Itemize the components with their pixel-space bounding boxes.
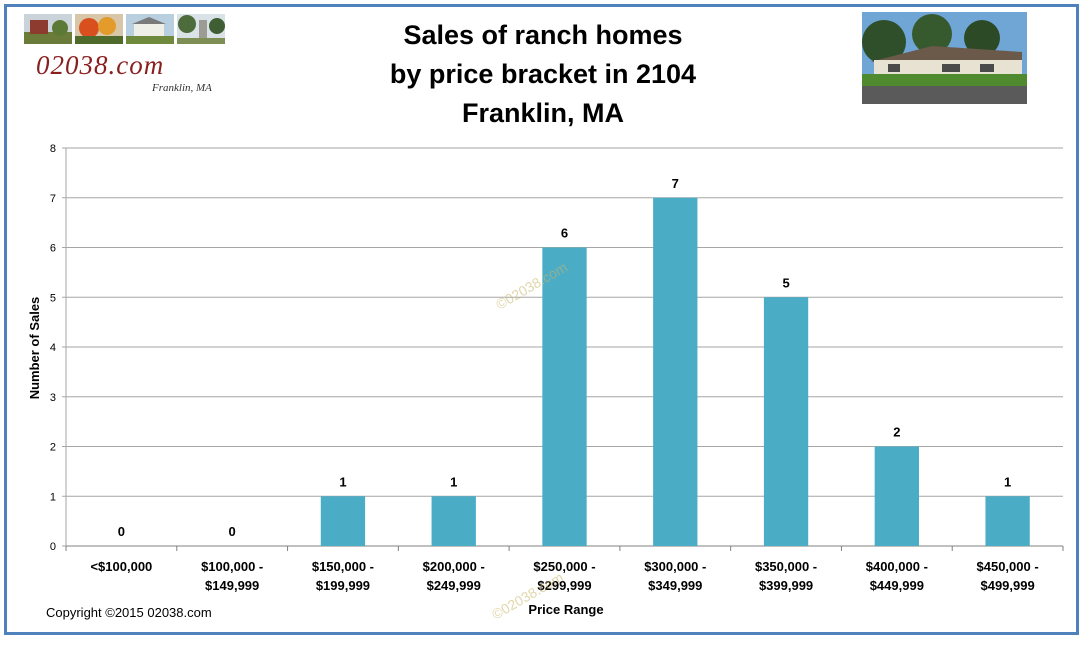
bar-5 [653,197,698,546]
data-label-3: 1 [450,474,457,489]
bar-4 [542,247,587,546]
bar-6 [763,297,809,546]
x-tick-label-5-line-1: $349,999 [648,578,702,593]
logo-photo-3 [126,14,174,44]
x-tick-label-2-line-0: $150,000 - [312,559,374,574]
y-tick-label-8: 8 [50,143,56,155]
data-label-8: 1 [1004,474,1011,489]
x-tick-label-7-line-1: $449,999 [870,578,924,593]
logo-subtext: Franklin, MA [152,82,212,94]
logo-photo-2 [75,14,123,44]
x-tick-label-1-line-1: $149,999 [205,578,259,593]
y-axis-label: Number of Sales [27,297,42,400]
bar-2 [320,496,366,546]
y-tick-label-2: 2 [50,442,56,454]
x-tick-label-0-line-0: <$100,000 [90,559,152,574]
logo-photo-strip [24,14,229,44]
logo-photo-1 [24,14,72,44]
bar-3 [431,496,476,546]
bar-8 [985,496,1030,546]
x-tick-label-2-line-1: $199,999 [316,578,370,593]
data-label-6: 5 [782,275,789,290]
bar-7 [874,446,919,546]
y-tick-label-7: 7 [50,193,56,205]
x-tick-label-6-line-1: $399,999 [759,578,813,593]
data-label-0: 0 [118,524,125,539]
data-label-4: 6 [561,226,568,241]
x-tick-label-4-line-1: $299,999 [537,578,591,593]
title-line-2: by price bracket in 2104 [389,59,697,89]
data-label-1: 0 [229,524,236,539]
x-tick-label-4-line-0: $250,000 - [533,559,595,574]
x-tick-label-3-line-1: $249,999 [427,578,481,593]
x-tick-label-3-line-0: $200,000 - [423,559,485,574]
x-tick-label-5-line-0: $300,000 - [644,559,706,574]
y-tick-label-0: 0 [50,541,56,553]
x-tick-label-8-line-1: $499,999 [980,578,1034,593]
y-tick-label-1: 1 [50,491,56,503]
y-tick-label-4: 4 [50,342,56,354]
ranch-home-photo [862,12,1027,104]
data-label-7: 2 [893,425,900,440]
copyright-text: Copyright ©2015 02038.com [46,605,212,620]
y-tick-label-6: 6 [50,243,56,255]
site-logo[interactable]: 02038.com Franklin, MA [24,14,229,98]
logo-photo-4 [177,14,225,44]
data-label-2: 1 [339,474,346,489]
x-tick-label-1-line-0: $100,000 - [201,559,263,574]
title-line-3: Franklin, MA [461,98,624,128]
logo-text: 02038.com [36,50,165,80]
x-tick-label-8-line-0: $450,000 - [977,559,1039,574]
data-label-5: 7 [672,176,679,191]
x-tick-label-6-line-0: $350,000 - [755,559,817,574]
chart-title: Sales of ranch homes by price bracket in… [300,16,786,133]
x-tick-label-7-line-0: $400,000 - [866,559,928,574]
title-line-1: Sales of ranch homes [403,20,683,50]
y-tick-label-5: 5 [50,292,56,304]
y-tick-label-3: 3 [50,392,56,404]
x-axis-label: Price Range [528,602,603,617]
